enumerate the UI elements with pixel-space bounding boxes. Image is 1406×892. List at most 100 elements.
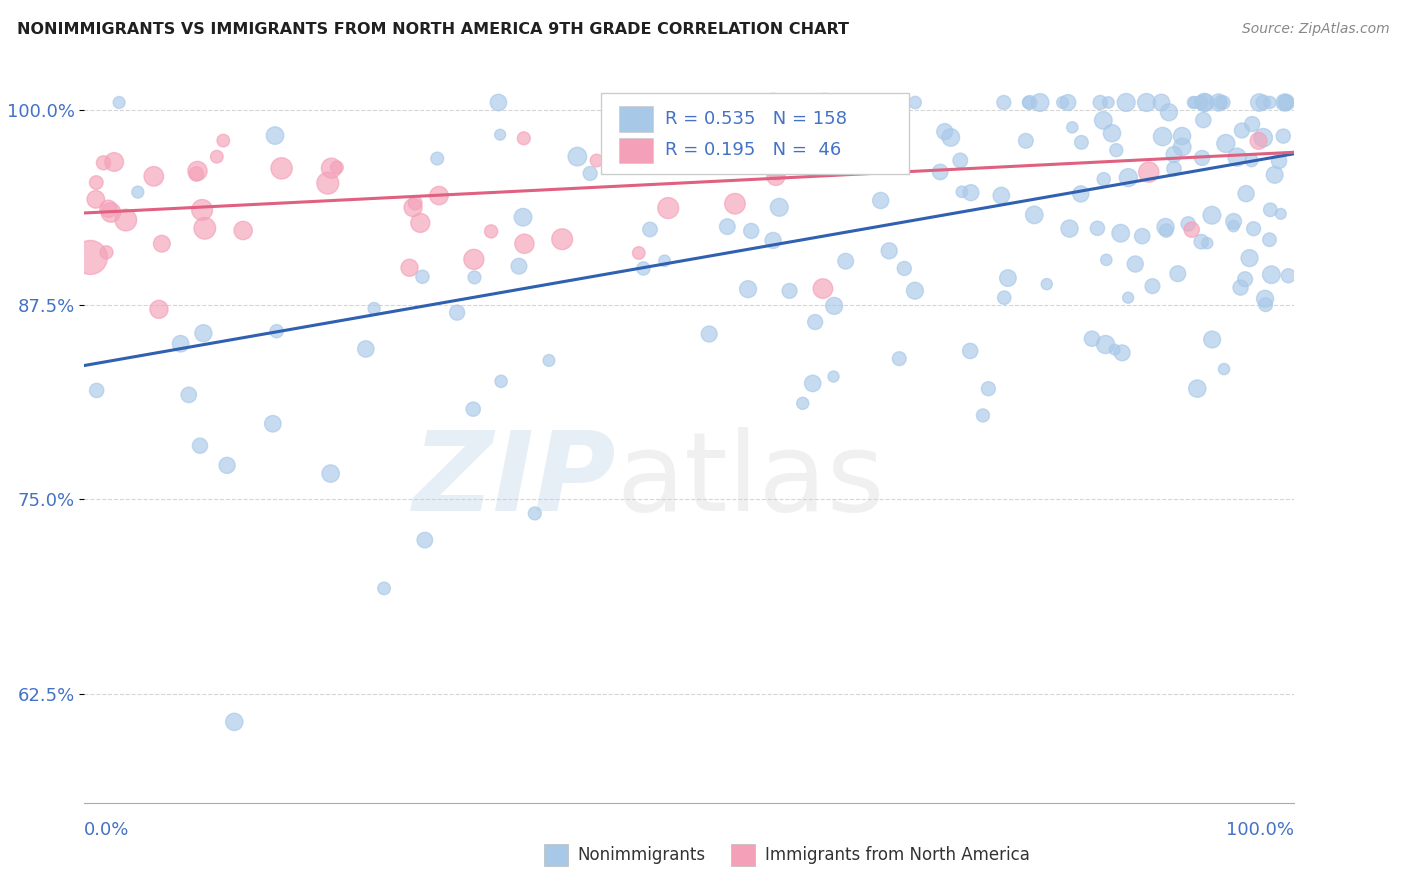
Point [512,211,534,225]
Point [654,253,676,268]
Point [1171,140,1194,154]
Point [904,95,927,110]
Point [1213,362,1236,376]
Point [1111,346,1133,360]
Text: ZIP: ZIP [413,427,616,534]
Point [1137,165,1160,179]
Point [567,150,589,164]
Text: Nonimmigrants: Nonimmigrants [578,847,706,864]
Bar [619,137,652,163]
Point [264,128,287,143]
Point [1275,95,1298,110]
Point [489,375,512,389]
Text: Source: ZipAtlas.com: Source: ZipAtlas.com [1241,22,1389,37]
Point [186,167,208,181]
Point [1088,95,1111,110]
Point [513,131,536,145]
Point [1226,150,1249,164]
Point [1059,221,1081,235]
Point [1268,153,1291,168]
Text: 100.0%: 100.0% [1226,822,1294,839]
Point [1239,251,1261,265]
Point [1184,95,1206,110]
Point [1062,120,1084,135]
Point [1247,134,1270,148]
Point [93,156,115,170]
Point [1234,186,1257,201]
Point [212,134,235,148]
Point [513,236,536,251]
Point [1105,143,1128,157]
Point [1052,95,1074,110]
Point [823,299,845,313]
Point [411,269,433,284]
Point [950,185,973,199]
Point [1201,333,1223,347]
Point [1243,221,1265,235]
Point [321,161,343,176]
Point [801,376,824,391]
Point [551,232,574,246]
Point [762,95,785,110]
Point [426,152,449,166]
Point [1189,95,1212,110]
Point [1254,298,1277,312]
Point [740,224,762,238]
Point [402,201,425,215]
Point [1092,113,1115,128]
Point [633,261,655,276]
Point [716,219,738,234]
Point [488,95,510,110]
Point [319,467,342,481]
Text: Immigrants from North America: Immigrants from North America [765,847,1031,864]
Point [1258,233,1281,247]
Point [1187,382,1209,396]
Point [1208,95,1230,110]
Point [205,150,228,164]
Point [86,384,108,398]
Point [373,582,395,596]
Point [934,125,956,139]
Point [720,128,742,143]
Point [1092,172,1115,186]
Point [977,382,1000,396]
Point [363,301,385,316]
Point [191,202,214,217]
Point [489,128,512,142]
Point [1264,168,1286,182]
Point [1230,123,1253,137]
Point [224,714,246,729]
Point [1035,277,1057,292]
Point [1272,129,1295,144]
Point [1024,208,1046,222]
Point [779,284,801,298]
Point [1142,279,1164,293]
Point [232,223,254,237]
Point [1260,268,1282,282]
Point [1154,223,1177,237]
Point [1116,291,1139,305]
Point [972,409,994,423]
Text: 0.0%: 0.0% [84,822,129,839]
Point [108,95,131,110]
Point [768,200,790,214]
Point [186,164,208,178]
Point [270,161,292,176]
Point [1253,95,1275,110]
Point [409,216,432,230]
Point [1249,95,1271,110]
Point [1057,95,1080,110]
Point [479,224,502,238]
Point [96,245,118,260]
Point [1135,95,1157,110]
Point [1270,207,1292,221]
Text: R = 0.535   N = 158: R = 0.535 N = 158 [665,110,846,128]
Point [463,402,485,417]
Point [1229,280,1251,294]
Point [630,143,652,157]
Point [823,369,845,384]
Point [1275,95,1298,110]
Point [1192,113,1215,128]
Bar [544,845,568,866]
Point [993,291,1015,305]
